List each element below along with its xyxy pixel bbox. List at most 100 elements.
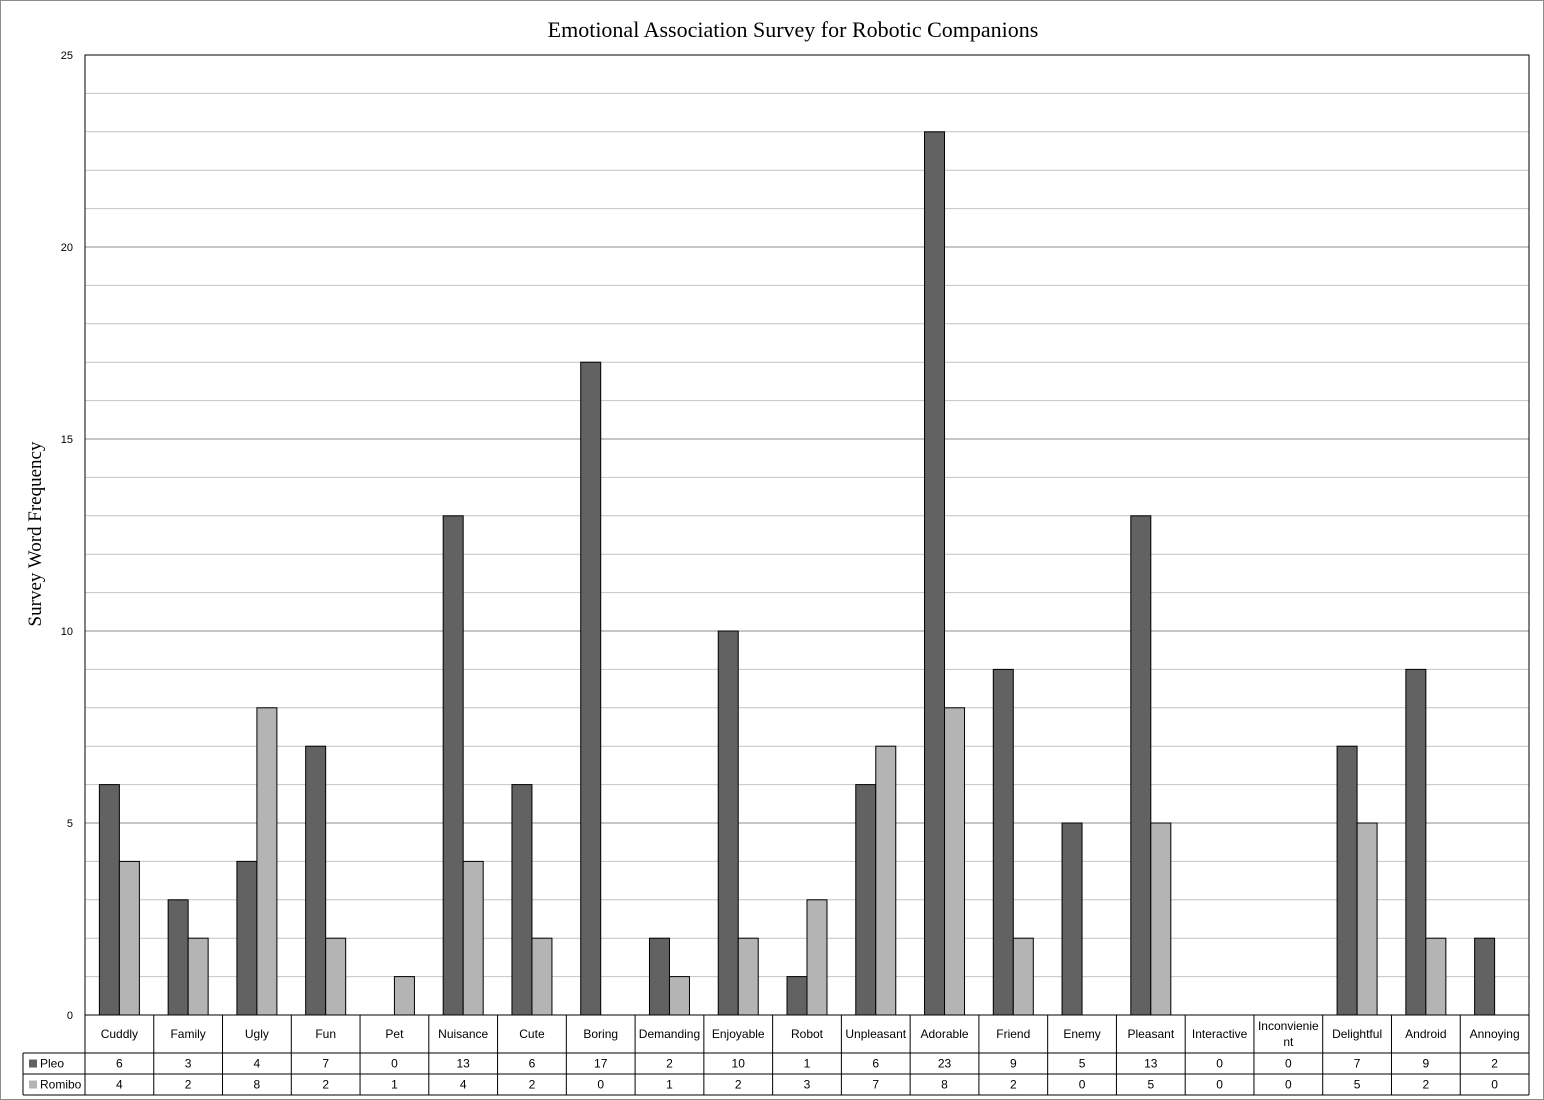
data-table: Cuddly Family Ugly Fun Pet Nuisance Cute Boring… <box>22 1014 1530 1096</box>
legend-label-pleo: Pleo <box>40 1057 64 1071</box>
bar-romibo-robot <box>806 899 828 1016</box>
category-label: Pet <box>385 1027 404 1041</box>
table-cell-pleo: 13 <box>457 1057 471 1071</box>
table-cell-pleo: 0 <box>1216 1057 1223 1071</box>
y-tick-label: 15 <box>61 434 73 446</box>
bar-pleo-delightful <box>1336 745 1358 1016</box>
category-label: Nuisance <box>438 1027 488 1041</box>
bar-romibo-pet <box>393 976 415 1016</box>
chart-title: Emotional Association Survey for Robotic… <box>548 17 1039 42</box>
category-label: Ugly <box>245 1027 269 1041</box>
table-cell-romibo: 5 <box>1147 1078 1154 1092</box>
plot-area <box>85 55 1529 1015</box>
category-label: Adorable <box>921 1027 969 1041</box>
table-cell-pleo: 9 <box>1423 1057 1430 1071</box>
y-tick-label: 10 <box>61 626 73 638</box>
table-cell-romibo: 7 <box>872 1078 879 1092</box>
table-cell-romibo: 0 <box>1491 1078 1498 1092</box>
table-cell-romibo: 2 <box>322 1078 329 1092</box>
bar-pleo-android <box>1405 668 1427 1016</box>
table-cell-romibo: 2 <box>735 1078 742 1092</box>
table-cell-romibo: 0 <box>597 1078 604 1092</box>
category-label: Friend <box>996 1027 1030 1041</box>
category-label: Annoying <box>1470 1027 1520 1041</box>
bar-pleo-cuddly <box>98 784 120 1016</box>
category-label: Interactive <box>1192 1027 1248 1041</box>
bar-romibo-family <box>187 937 209 1016</box>
bar-romibo-delightful <box>1356 822 1378 1016</box>
bar-romibo-pleasant <box>1150 822 1172 1016</box>
table-cell-romibo: 1 <box>666 1078 673 1092</box>
category-label: Cute <box>519 1027 545 1041</box>
bar-romibo-cuddly <box>118 860 140 1016</box>
bar-pleo-nuisance <box>442 515 464 1016</box>
table-cell-romibo: 0 <box>1216 1078 1223 1092</box>
table-cell-pleo: 13 <box>1144 1057 1158 1071</box>
bar-pleo-robot <box>786 976 808 1016</box>
table-cell-romibo: 2 <box>1010 1078 1017 1092</box>
table-cell-romibo: 2 <box>1423 1078 1430 1092</box>
table-cell-pleo: 7 <box>1354 1057 1361 1071</box>
table-cell-pleo: 6 <box>116 1057 123 1071</box>
table-cell-romibo: 1 <box>391 1078 398 1092</box>
y-axis-label: Survey Word Frequency <box>25 441 46 626</box>
category-label: Delightful <box>1332 1027 1382 1041</box>
bar-pleo-enemy <box>1061 822 1083 1016</box>
table-cell-romibo: 4 <box>460 1078 467 1092</box>
category-label: Robot <box>791 1027 824 1041</box>
table-cell-pleo: 2 <box>666 1057 673 1071</box>
y-tick-label: 0 <box>67 1010 73 1022</box>
table-cell-pleo: 1 <box>804 1057 811 1071</box>
bar-pleo-demanding <box>648 937 670 1016</box>
bar-romibo-ugly <box>256 707 278 1016</box>
category-label: Inconvienie nt <box>1258 1019 1319 1049</box>
table-cell-pleo: 4 <box>254 1057 261 1071</box>
bar-pleo-annoying <box>1474 937 1496 1016</box>
bar-pleo-pleasant <box>1130 515 1152 1016</box>
bar-pleo-family <box>167 899 189 1016</box>
table-cell-romibo: 0 <box>1285 1078 1292 1092</box>
table-cell-pleo: 10 <box>732 1057 746 1071</box>
legend-label-romibo: Romibo <box>40 1078 82 1092</box>
table-cell-pleo: 17 <box>594 1057 608 1071</box>
y-tick-label: 5 <box>67 818 73 830</box>
bar-romibo-fun <box>325 937 347 1016</box>
bar-pleo-friend <box>992 668 1014 1016</box>
table-cell-pleo: 5 <box>1079 1057 1086 1071</box>
category-label: Fun <box>315 1027 336 1041</box>
bar-romibo-nuisance <box>462 860 484 1016</box>
y-tick-label: 20 <box>61 242 73 254</box>
table-cell-pleo: 2 <box>1491 1057 1498 1071</box>
bar-pleo-boring <box>580 361 602 1016</box>
category-label: Android <box>1405 1027 1446 1041</box>
bar-romibo-enjoyable <box>737 937 759 1016</box>
table-cell-romibo: 2 <box>185 1078 192 1092</box>
category-label: Unpleasant <box>845 1027 906 1041</box>
bar-romibo-android <box>1425 937 1447 1016</box>
category-label: Family <box>170 1027 205 1041</box>
bar-pleo-enjoyable <box>717 630 739 1016</box>
category-label: Demanding <box>639 1027 700 1041</box>
table-cell-pleo: 0 <box>391 1057 398 1071</box>
bar-pleo-adorable <box>924 131 946 1016</box>
category-label: Enemy <box>1063 1027 1100 1041</box>
table-cell-romibo: 5 <box>1354 1078 1361 1092</box>
table-cell-romibo: 8 <box>254 1078 261 1092</box>
bar-romibo-demanding <box>668 976 690 1016</box>
table-cell-romibo: 2 <box>529 1078 536 1092</box>
table-cell-pleo: 23 <box>938 1057 952 1071</box>
bar-romibo-adorable <box>944 707 966 1016</box>
table-cell-pleo: 9 <box>1010 1057 1017 1071</box>
legend-swatch-pleo <box>29 1059 37 1068</box>
table-cell-pleo: 0 <box>1285 1057 1292 1071</box>
category-label: Boring <box>583 1027 618 1041</box>
bar-pleo-fun <box>305 745 327 1016</box>
bar-romibo-unpleasant <box>875 745 897 1016</box>
y-tick-label: 25 <box>61 50 73 62</box>
bar-pleo-unpleasant <box>855 784 877 1016</box>
bar-romibo-cute <box>531 937 553 1016</box>
grid-layer: 0 5 10 15 20 25 <box>61 50 1530 1022</box>
table-cell-romibo: 4 <box>116 1078 123 1092</box>
table-cell-romibo: 8 <box>941 1078 948 1092</box>
